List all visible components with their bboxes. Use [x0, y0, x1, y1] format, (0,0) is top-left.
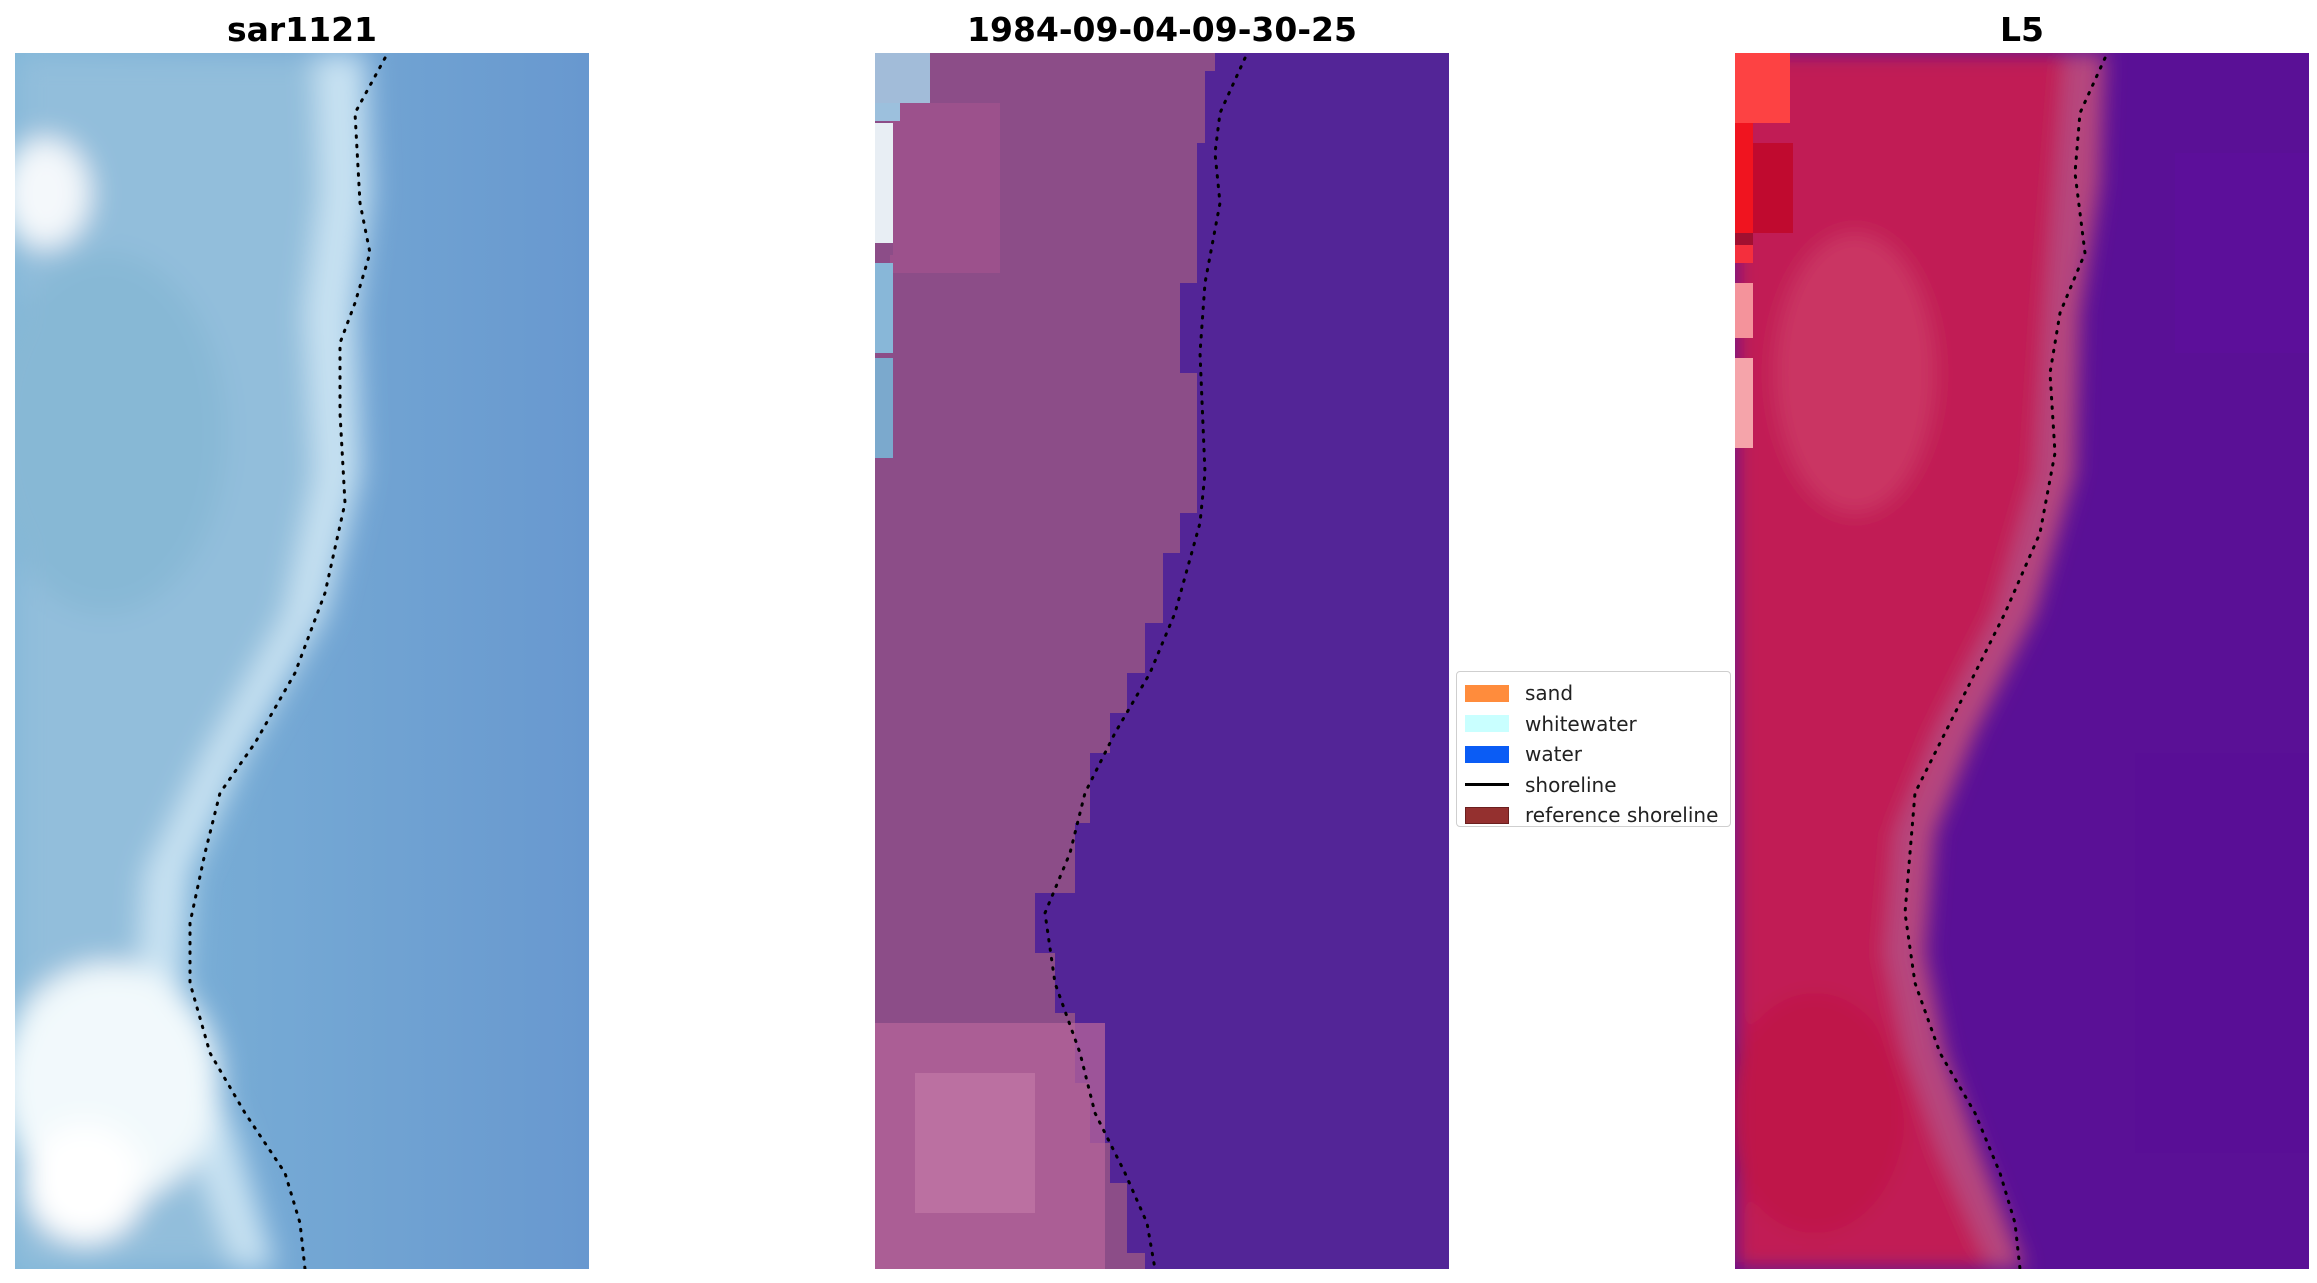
legend-swatch-sand	[1465, 684, 1509, 702]
rgb-image	[15, 53, 589, 1269]
legend-item-sand: sand	[1457, 678, 1730, 709]
legend-swatch-reference-shoreline	[1465, 806, 1509, 824]
shoreline-path-classified	[1043, 56, 1247, 1269]
legend-item-reference-shoreline: reference shoreline	[1457, 800, 1730, 831]
legend-label: sand	[1525, 681, 1574, 706]
panel-title-l5: L5	[2000, 10, 2044, 49]
legend-item-whitewater: whitewater	[1457, 709, 1730, 740]
legend-label: water	[1525, 742, 1582, 767]
legend-label: shoreline	[1525, 772, 1617, 797]
legend-label: whitewater	[1525, 711, 1637, 736]
legend-item-water: water	[1457, 739, 1730, 770]
panel-title-sar1121: sar1121	[226, 10, 378, 49]
classified-image	[875, 53, 1449, 1269]
legend-line-shoreline	[1465, 776, 1509, 793]
legend-swatch-whitewater	[1465, 715, 1509, 733]
legend-label: reference shoreline	[1525, 803, 1719, 828]
shoreline-path-falsecolor	[1903, 56, 2107, 1269]
classified-image-panel	[875, 53, 1449, 1269]
shoreline-path-rgb	[188, 56, 387, 1269]
legend-item-shoreline: shoreline	[1457, 770, 1730, 801]
falsecolor-image-panel	[1735, 53, 2309, 1269]
rgb-image-panel	[15, 53, 589, 1269]
legend: sand whitewater water shoreline referenc…	[1456, 671, 1731, 827]
falsecolor-image	[1735, 53, 2309, 1269]
panel-title-date: 1984-09-04-09-30-25	[967, 10, 1357, 49]
legend-swatch-water	[1465, 745, 1509, 763]
